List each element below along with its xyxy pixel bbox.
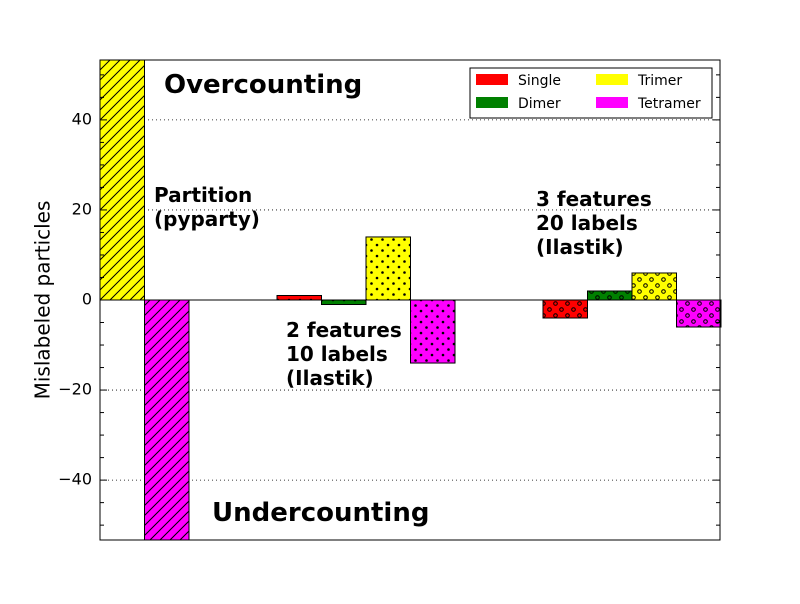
group-label: 2 features 10 labels (Ilastik) xyxy=(286,318,402,390)
bar-hatch-trimer xyxy=(365,236,411,301)
legend-label-tetramer: Tetramer xyxy=(637,96,701,112)
group-label-line: (pyparty) xyxy=(154,207,260,231)
bar-hatch-trimer xyxy=(99,59,145,301)
undercounting-annotation: Undercounting xyxy=(212,498,429,528)
bar-hatch-tetramer xyxy=(144,299,190,541)
group-label-line: 3 features xyxy=(536,187,652,211)
legend-label-single: Single xyxy=(518,73,561,89)
group-label-line: 10 labels xyxy=(286,342,388,366)
group-label-line: 2 features xyxy=(286,318,402,342)
bars xyxy=(99,59,722,541)
legend-label-dimer: Dimer xyxy=(518,96,561,112)
group-label-line: Partition xyxy=(154,183,252,207)
group-label: Partition (pyparty) xyxy=(154,183,260,231)
legend-swatch-trimer xyxy=(596,74,628,85)
legend: Single Dimer Trimer Tetramer xyxy=(469,67,713,119)
bar-hatch-dimer xyxy=(321,299,367,306)
y-tick-label: 40 xyxy=(72,109,92,128)
grid-lines xyxy=(100,119,720,481)
group-label: 3 features 20 labels (Ilastik) xyxy=(536,187,652,259)
y-axis-ticks: −40 −20 0 20 40 xyxy=(58,74,720,526)
legend-label-trimer: Trimer xyxy=(637,73,682,89)
group-label-line: (Ilastik) xyxy=(286,366,374,390)
legend-box xyxy=(469,67,713,119)
bar-hatch-dimer xyxy=(587,290,633,301)
y-tick-label: −20 xyxy=(58,380,92,399)
legend-swatch-dimer xyxy=(476,97,508,108)
y-tick-label: −40 xyxy=(58,470,92,489)
group-labels: Partition (pyparty)2 features 10 labels (Il… xyxy=(154,183,652,390)
bar-hatch-tetramer xyxy=(410,299,456,364)
y-tick-label: 20 xyxy=(72,199,92,218)
legend-swatch-single xyxy=(476,74,508,85)
y-tick-label: 0 xyxy=(82,290,92,309)
group-label-line: (Ilastik) xyxy=(536,235,624,259)
bar-hatch-trimer xyxy=(631,272,677,301)
overcounting-annotation: Overcounting xyxy=(164,70,362,100)
group-label-line: 20 labels xyxy=(536,211,638,235)
bar-hatch-tetramer xyxy=(676,299,722,328)
bar-hatch-single xyxy=(542,299,588,319)
legend-swatch-tetramer xyxy=(596,97,628,108)
y-axis-label: Mislabeled particles xyxy=(31,201,55,400)
bar-hatch-single xyxy=(276,294,322,301)
